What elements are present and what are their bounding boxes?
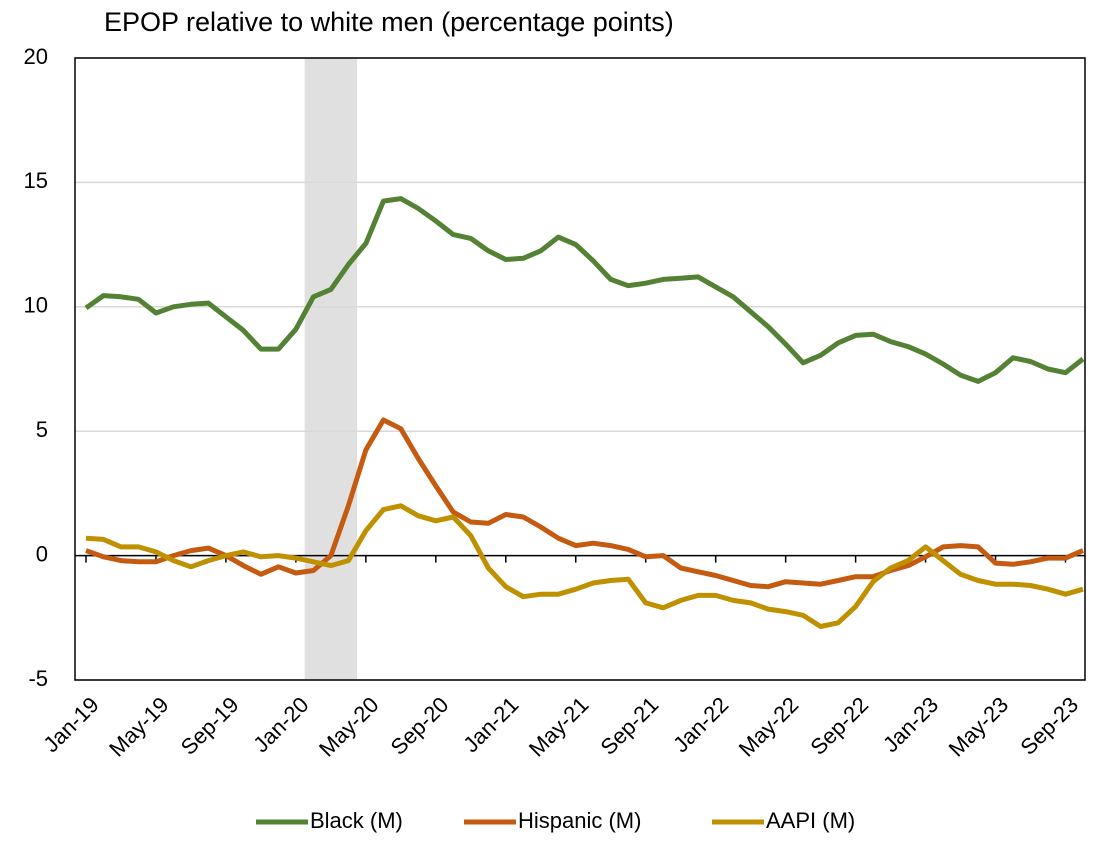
plot-border: [74, 57, 1086, 681]
x-tick-label: Jan-23: [878, 692, 943, 757]
x-tick-label: Jan-20: [248, 692, 313, 757]
x-tick-label: Jan-22: [668, 692, 733, 757]
x-tick-label: Sep-22: [805, 692, 873, 760]
y-tick-label: 10: [24, 293, 48, 318]
legend-label: AAPI (M): [766, 808, 855, 833]
x-tick-label: Sep-19: [176, 692, 244, 760]
x-tick-label: May-23: [944, 692, 1014, 762]
x-tick-label: May-22: [734, 692, 804, 762]
series-line: [84, 196, 1085, 384]
x-tick-label: Sep-21: [596, 692, 664, 760]
y-tick-label: 15: [24, 168, 48, 193]
y-tick-label: 5: [36, 417, 48, 442]
x-tick-label: Sep-23: [1015, 692, 1083, 760]
series-line: [85, 503, 1084, 629]
y-tick-label: 20: [24, 44, 48, 69]
x-tick-label: Sep-20: [386, 692, 454, 760]
y-tick-label: -5: [28, 666, 48, 691]
x-tick-label: May-20: [314, 692, 384, 762]
x-tick-label: Jan-19: [38, 692, 103, 757]
x-tick-label: Jan-21: [458, 692, 523, 757]
chart-title: EPOP relative to white men (percentage p…: [104, 7, 674, 37]
series-line: [85, 417, 1084, 590]
legend-label: Hispanic (M): [518, 808, 641, 833]
x-tick-label: May-21: [524, 692, 594, 762]
x-tick-label: May-19: [104, 692, 174, 762]
legend-label: Black (M): [310, 808, 403, 833]
y-tick-label: 0: [36, 541, 48, 566]
recession-shade: [304, 58, 358, 680]
